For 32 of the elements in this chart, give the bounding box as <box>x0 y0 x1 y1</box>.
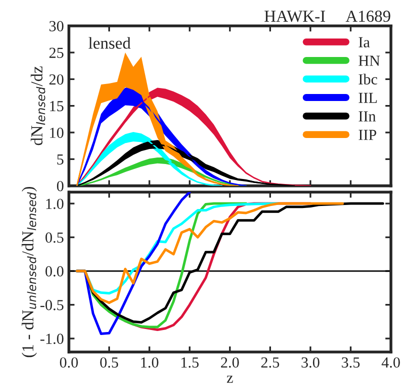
y-tick-label: 25 <box>49 48 64 58</box>
line-series <box>76 202 344 304</box>
x-tick-label: 2.5 <box>261 357 280 368</box>
legend-label: Ibc <box>358 74 378 84</box>
x-tick-label: 1.0 <box>141 357 158 368</box>
x-tick-label: 3.0 <box>302 357 320 368</box>
x-tick-label: 0.5 <box>100 357 118 368</box>
x-axis-title: z <box>226 376 233 383</box>
y-tick-label: 1.0 <box>46 198 64 210</box>
y-axis-title: dN$_{lensed}$/dz <box>30 66 46 146</box>
annotation: lensed <box>88 37 131 49</box>
legend-label: IIL <box>358 92 377 103</box>
y-tick-label: 0.5 <box>46 232 64 243</box>
y-tick-label: -1.0 <box>40 334 64 344</box>
y-tick-label: 20 <box>49 74 64 85</box>
legend-label: HN <box>358 56 380 66</box>
y-tick-label: -0.5 <box>40 300 64 310</box>
y-tick-label: 0 <box>56 180 64 192</box>
legend-label: Ia <box>358 37 370 48</box>
x-tick-label: 1.5 <box>181 357 199 368</box>
x-tick-label: 3.5 <box>342 357 360 368</box>
legend-label: IIP <box>358 130 376 140</box>
y-axis-title: (1 - dN$_{unlensed}$/dN$_{lensed}$) <box>22 186 37 358</box>
y-tick-label: 30 <box>49 21 64 32</box>
y-tick-label: 10 <box>50 128 64 138</box>
y-tick-label: 5 <box>57 154 64 165</box>
x-tick-label: 4.0 <box>382 357 400 368</box>
y-tick-label: 0.0 <box>46 266 64 277</box>
y-tick-label: 15 <box>50 101 64 112</box>
chart-title: HAWK-I A1689 <box>264 10 390 22</box>
legend-label: IIn <box>358 111 376 122</box>
x-tick-label: 2.0 <box>221 357 239 368</box>
